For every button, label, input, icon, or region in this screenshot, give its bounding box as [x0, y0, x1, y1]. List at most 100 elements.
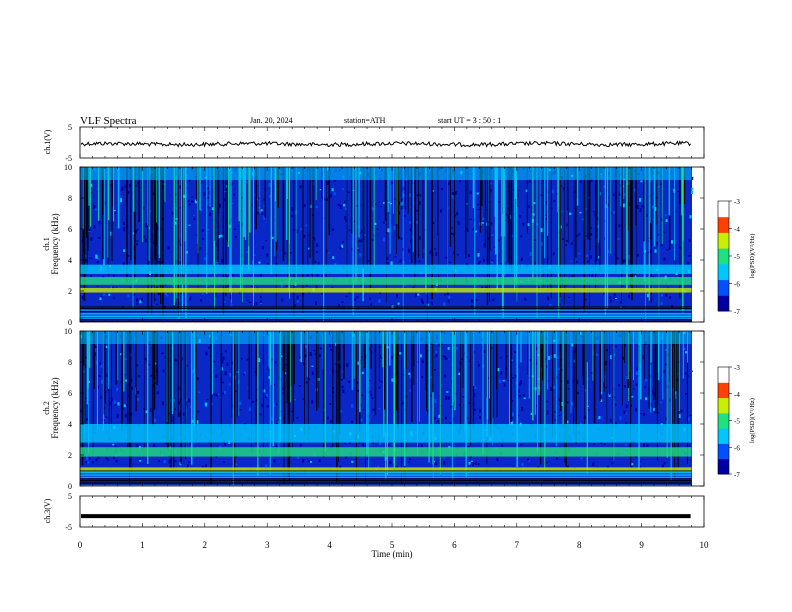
spectrogram-cell [171, 420, 174, 422]
spectrogram-cell [445, 395, 448, 400]
spectrogram-cell [636, 205, 639, 209]
spectrogram-band [80, 308, 692, 309]
spectrogram-cell [222, 356, 225, 360]
spectrogram-cell [595, 258, 598, 261]
spectrogram-cell [201, 293, 204, 295]
spectrogram-streak [178, 167, 180, 317]
spectrogram-streak [583, 167, 586, 312]
spectrogram-cell [449, 422, 452, 425]
spectrogram-streak [558, 167, 560, 318]
spectrogram-cell [135, 230, 137, 234]
spectrogram-streak [428, 331, 431, 450]
spectrogram-cell [584, 389, 587, 392]
spectrogram-cell [319, 347, 322, 350]
spectrogram-cell [458, 403, 461, 407]
spectrogram-streak [196, 331, 197, 433]
spectrogram-cell [136, 298, 139, 302]
spectrogram-streak [405, 331, 407, 369]
spectrogram-cell [590, 233, 593, 236]
spectrogram-streak [184, 331, 186, 400]
spectrogram-cell [110, 285, 113, 289]
spectrogram-cell [391, 355, 394, 360]
spectrogram-cell [201, 229, 204, 232]
spectrogram-streak [454, 331, 456, 411]
spectrogram-cell [84, 259, 87, 263]
spectrogram-cell [369, 379, 371, 382]
spectrogram-cell [643, 443, 645, 447]
spectrogram-streak [83, 331, 85, 366]
spectrogram-cell [240, 196, 243, 200]
spectrogram-cell [80, 294, 83, 296]
spectrogram-streak [396, 167, 397, 255]
spectrogram-streak [635, 167, 637, 226]
spectrogram-streak [209, 167, 211, 207]
spectrogram-cell [665, 219, 668, 222]
spectrogram-cell [683, 347, 686, 350]
spectrogram-streak [564, 167, 565, 305]
spectrogram-cell [273, 459, 276, 463]
spectrogram-streak [193, 331, 196, 426]
spectrogram-streak [650, 331, 652, 413]
spectrogram-cell [409, 193, 412, 198]
spectrogram-cell [296, 300, 299, 303]
spectrogram-cell [592, 351, 595, 356]
spectrogram-cell [618, 224, 621, 228]
spectrogram-streak [362, 167, 365, 269]
spectrogram-cell [108, 293, 111, 296]
colorbar-segment [718, 216, 729, 233]
spectrogram-cell [595, 353, 598, 356]
spectrogram-streak [623, 167, 625, 200]
spectrogram-cell [447, 358, 450, 360]
spectrogram-streak [108, 331, 110, 440]
spectrogram-cell [190, 196, 193, 198]
spectrogram-cell [88, 229, 91, 232]
spectrogram-cell [123, 404, 126, 408]
spectrogram-streak [282, 167, 285, 262]
spectrogram-streak [418, 167, 419, 258]
spectrogram-cell [398, 201, 401, 205]
spectrogram-cell [139, 300, 142, 304]
spectrogram-streak [358, 167, 360, 238]
spectrogram-cell [630, 466, 633, 469]
spectrogram-cell [654, 207, 657, 211]
spectrogram-streak [287, 331, 290, 478]
spectrogram-cell [593, 443, 596, 445]
spectrogram-cell [200, 299, 203, 302]
spectrogram-cell [616, 257, 619, 260]
frequency-tick-label: 2 [68, 287, 72, 296]
spectrogram-cell [535, 404, 538, 408]
spectrogram-cell [95, 458, 98, 462]
spectrogram-streak [130, 167, 132, 261]
spectrogram-cell [576, 391, 579, 395]
spectrogram-cell [316, 243, 319, 247]
spectrogram-cell [635, 371, 638, 375]
spectrogram-band [80, 470, 692, 472]
frequency-tick-label: 10 [64, 163, 72, 172]
spectrogram-streak [191, 331, 193, 465]
spectrogram-cell [447, 299, 450, 303]
spectrogram-cell [467, 446, 470, 448]
spectrogram-cell [256, 398, 258, 402]
spectrogram-cell [318, 459, 321, 462]
spectrogram-cell [94, 346, 97, 348]
spectrogram-cell [342, 305, 345, 310]
spectrogram-cell [598, 416, 601, 420]
spectrogram-streak [274, 167, 276, 257]
spectrogram-cell [417, 445, 420, 448]
spectrogram-cell [481, 286, 484, 289]
spectrogram-cell [435, 460, 438, 465]
spectrogram-cell [162, 401, 164, 406]
spectrogram-cell [533, 202, 536, 204]
spectrogram-streak [142, 167, 144, 243]
spectrogram-streak [87, 167, 89, 251]
spectrogram-cell [188, 203, 191, 206]
spectrogram-cell [258, 207, 261, 209]
spectrogram-cell [631, 463, 634, 466]
spectrogram-cell [222, 392, 225, 395]
spectrogram-cell [211, 207, 214, 211]
spectrogram-streak [152, 167, 154, 275]
spectrogram-cell [113, 400, 116, 404]
spectrogram-cell [310, 461, 312, 463]
spectrogram-streak [162, 167, 164, 316]
spectrogram-cell [411, 182, 414, 185]
